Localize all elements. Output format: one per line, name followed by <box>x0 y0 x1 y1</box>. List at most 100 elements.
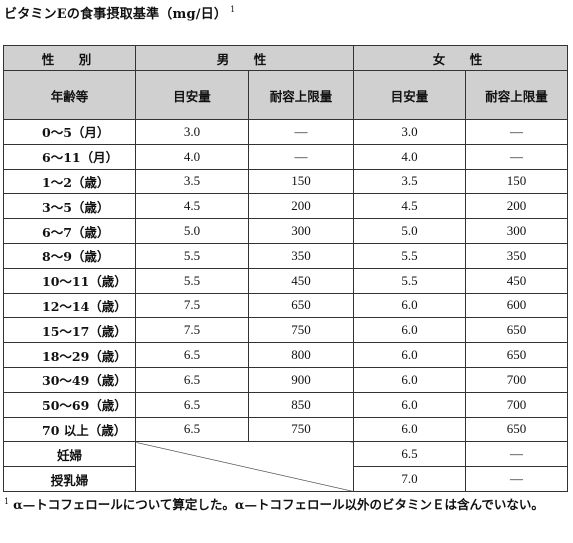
male-ai-cell: 6.5 <box>135 366 249 393</box>
female-ai-cell: 3.5 <box>353 168 467 195</box>
table-row: 12～14（歳） 7.5 650 6.0 600 <box>3 292 569 319</box>
female-ai-cell: 6.0 <box>353 342 467 368</box>
female-ai-cell: 6.0 <box>353 366 467 393</box>
female-ul-cell: 150 <box>465 168 569 195</box>
female-ai-cell: 6.0 <box>353 292 467 319</box>
table-row: 6～11（月） 4.0 — 4.0 — <box>3 143 569 170</box>
male-ul-cell: 450 <box>247 267 355 294</box>
male-ai-cell: 5.5 <box>135 267 249 294</box>
age-header: 年齢等 <box>3 70 136 120</box>
male-ul-cell: 850 <box>247 391 355 418</box>
male-ul-cell: 350 <box>247 242 355 269</box>
female-ul-header: 耐容上限量 <box>465 70 569 120</box>
age-cell: 1～2（歳） <box>3 168 136 195</box>
female-ul-cell: 700 <box>465 366 569 393</box>
male-ai-cell: 7.5 <box>135 292 249 319</box>
age-cell: 12～14（歳） <box>3 292 136 319</box>
header-row-sex: 性 別 男 性 女 性 <box>3 45 569 71</box>
female-ai-cell: 6.0 <box>353 317 467 344</box>
male-ul-cell: 650 <box>247 292 355 319</box>
male-ai-cell: 3.5 <box>135 168 249 195</box>
female-ul-cell: 650 <box>465 342 569 368</box>
footnote-text: α—トコフェロールについて算定した。α—トコフェロール以外のビタミンＥは含んでい… <box>13 497 544 512</box>
table-row: 70 以上（歳） 6.5 750 6.0 650 <box>3 416 569 443</box>
male-ai-cell: 6.5 <box>135 416 249 443</box>
table-row: 10～11（歳） 5.5 450 5.5 450 <box>3 267 569 294</box>
male-ul-cell: 900 <box>247 366 355 393</box>
age-cell: 8～9（歳） <box>3 242 136 269</box>
age-cell: 50～69（歳） <box>3 391 136 418</box>
age-cell: 10～11（歳） <box>3 267 136 294</box>
table-row: 3～5（歳） 4.5 200 4.5 200 <box>3 193 569 220</box>
male-ai-cell: 4.5 <box>135 193 249 220</box>
lactating-ai-cell: 7.0 <box>353 466 467 492</box>
lactating-ul-cell: — <box>465 466 569 492</box>
male-ul-cell: — <box>247 143 355 170</box>
age-cell: 30～49（歳） <box>3 366 136 393</box>
footnote-mark: 1 <box>4 497 10 506</box>
male-not-applicable-cell <box>134 441 355 492</box>
female-ul-cell: 600 <box>465 292 569 319</box>
female-ai-cell: 3.0 <box>353 119 467 145</box>
table-row-pregnant: 妊婦 6.5 — <box>3 441 569 492</box>
header-row-measures: 年齢等 目安量 耐容上限量 目安量 耐容上限量 <box>3 70 569 120</box>
male-ai-cell: 5.0 <box>135 218 249 244</box>
male-ai-cell: 4.0 <box>135 143 249 170</box>
age-cell: 0～5（月） <box>3 119 136 145</box>
female-ai-cell: 4.0 <box>353 143 467 170</box>
female-ul-cell: 200 <box>465 193 569 220</box>
female-ai-header: 目安量 <box>353 70 467 120</box>
male-ai-cell: 7.5 <box>135 317 249 344</box>
female-ul-cell: 650 <box>465 317 569 344</box>
male-ai-cell: 5.5 <box>135 242 249 269</box>
female-ai-cell: 6.0 <box>353 391 467 418</box>
age-cell: 15～17（歳） <box>3 317 136 344</box>
male-header: 男 性 <box>134 45 355 71</box>
pregnant-ai-cell: 6.5 <box>353 441 467 468</box>
female-ul-cell: 350 <box>465 242 569 269</box>
title-text: ビタミンEの食事摂取基準（mg/日） <box>4 7 228 22</box>
age-cell: 70 以上（歳） <box>3 416 136 443</box>
female-ul-cell: — <box>465 119 569 145</box>
male-ul-cell: 750 <box>247 416 355 443</box>
table-row: 1～2（歳） 3.5 150 3.5 150 <box>3 168 569 195</box>
pregnant-label: 妊婦 <box>3 441 136 468</box>
female-ai-cell: 5.5 <box>353 267 467 294</box>
table-row: 18～29（歳） 6.5 800 6.0 650 <box>3 342 569 368</box>
male-ai-cell: 3.0 <box>135 119 249 145</box>
page-title: ビタミンEの食事摂取基準（mg/日） 1 <box>4 3 235 22</box>
age-cell: 6～7（歳） <box>3 218 136 244</box>
title-footnote-mark: 1 <box>230 5 236 14</box>
male-ul-cell: 200 <box>247 193 355 220</box>
male-ul-cell: 800 <box>247 342 355 368</box>
table-row: 50～69（歳） 6.5 850 6.0 700 <box>3 391 569 418</box>
age-cell: 6～11（月） <box>3 143 136 170</box>
footnote: 1 α—トコフェロールについて算定した。α—トコフェロール以外のビタミンＥは含んで… <box>4 491 566 516</box>
table-row: 8～9（歳） 5.5 350 5.5 350 <box>3 242 569 269</box>
age-cell: 18～29（歳） <box>3 342 136 368</box>
female-ai-cell: 4.5 <box>353 193 467 220</box>
female-ai-cell: 6.0 <box>353 416 467 443</box>
female-header: 女 性 <box>353 45 569 71</box>
female-ul-cell: 450 <box>465 267 569 294</box>
lactating-label: 授乳婦 <box>3 466 136 492</box>
male-ul-cell: — <box>247 119 355 145</box>
table-row: 15～17（歳） 7.5 750 6.0 650 <box>3 317 569 344</box>
male-ai-cell: 6.5 <box>135 391 249 418</box>
table-row: 6～7（歳） 5.0 300 5.0 300 <box>3 218 569 244</box>
table-row-lactating: 授乳婦 7.0 — <box>3 466 569 492</box>
vitamin-e-intake-table: 性 別 男 性 女 性 年齢等 目安量 耐容上限量 目安量 耐容上限量 0～5（… <box>3 45 569 492</box>
table-row: 30～49（歳） 6.5 900 6.0 700 <box>3 366 569 393</box>
male-ai-cell: 6.5 <box>135 342 249 368</box>
female-ul-cell: 300 <box>465 218 569 244</box>
male-ul-header: 耐容上限量 <box>247 70 355 120</box>
male-ul-cell: 300 <box>247 218 355 244</box>
sex-header: 性 別 <box>3 45 136 71</box>
female-ul-cell: 700 <box>465 391 569 418</box>
female-ai-cell: 5.5 <box>353 242 467 269</box>
female-ai-cell: 5.0 <box>353 218 467 244</box>
female-ul-cell: — <box>465 143 569 170</box>
male-ul-cell: 750 <box>247 317 355 344</box>
table-row: 0～5（月） 3.0 — 3.0 — <box>3 119 569 145</box>
male-ul-cell: 150 <box>247 168 355 195</box>
